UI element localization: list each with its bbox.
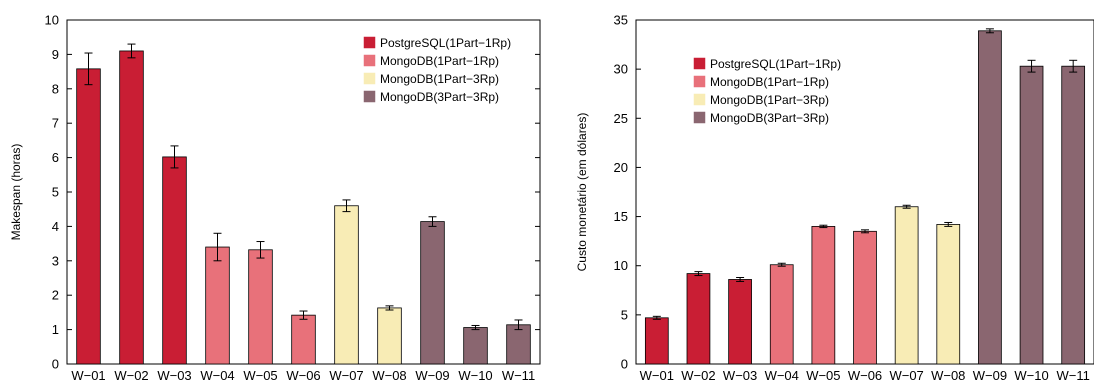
y-tick-label: 3: [52, 253, 59, 268]
bar: [811, 225, 836, 365]
y-tick-label: 20: [614, 160, 628, 175]
bar: [1061, 65, 1086, 365]
x-tick-label: W−10: [1014, 368, 1048, 382]
bar: [463, 327, 488, 365]
cost-chart: 0 5 10 15 20 25 30 35 Custo monetário (em dólare…: [575, 13, 1094, 382]
y-tick-label: 10: [614, 258, 628, 273]
legend-swatch: [363, 54, 376, 67]
bar: [119, 50, 144, 365]
bar: [76, 68, 101, 365]
legend-swatch: [693, 93, 706, 106]
bar: [769, 264, 794, 365]
bar: [894, 206, 919, 365]
bar: [334, 205, 359, 365]
y-tick-label: 10: [45, 13, 59, 28]
y-tick-label: 1: [52, 322, 59, 337]
y-tick-label: 8: [52, 81, 59, 96]
legend-label: MongoDB(3Part−3Rp): [380, 90, 499, 104]
bar: [1019, 65, 1044, 365]
x-tick-label: W−07: [329, 368, 363, 382]
y-tick-label: 25: [614, 111, 628, 126]
y-tick-label: 6: [52, 150, 59, 165]
bar: [291, 314, 316, 365]
legend-swatch: [693, 111, 706, 124]
bar: [853, 230, 877, 365]
y-tick-label: 5: [621, 307, 628, 322]
y-tick-label: 9: [52, 47, 59, 62]
x-tick-label: W−01: [640, 368, 674, 382]
legend-label: MongoDB(1Part−3Rp): [710, 93, 829, 107]
bar: [506, 324, 531, 365]
x-tick-label: W−02: [114, 368, 148, 382]
x-tick-label: W−05: [806, 368, 840, 382]
y-tick-label: 0: [52, 357, 59, 372]
legend-swatch: [363, 36, 376, 49]
bar: [205, 246, 230, 365]
bar: [420, 221, 445, 365]
x-tick-label: W−06: [286, 368, 320, 382]
bar: [728, 279, 752, 365]
bar: [162, 156, 187, 365]
bar: [936, 224, 961, 365]
x-tick-label: W−01: [71, 368, 105, 382]
bar: [248, 249, 273, 365]
x-tick-label: W−08: [372, 368, 406, 382]
x-tick-label: W−09: [973, 368, 1007, 382]
x-tick-label: W−05: [243, 368, 277, 382]
x-tick-label: W−04: [200, 368, 234, 382]
x-tick-label: W−06: [848, 368, 882, 382]
x-tick-label: W−08: [931, 368, 965, 382]
x-tick-label: W−03: [723, 368, 757, 382]
makespan-chart: 0 1 2 3 4 5 6 7 8 9 10 Makespan (horas) W−01 W−02 W−03…: [9, 13, 541, 382]
legend-swatch: [693, 57, 706, 70]
x-tick-label: W−10: [458, 368, 492, 382]
y-tick-label: 15: [614, 209, 628, 224]
x-tick-label: W−09: [415, 368, 449, 382]
legend-label: MongoDB(1Part−1Rp): [710, 75, 829, 89]
y-axis-label: Makespan (horas): [9, 144, 23, 241]
legend-label: MongoDB(1Part−3Rp): [380, 72, 499, 86]
x-tick-label: W−11: [502, 368, 535, 382]
legend-label: PostgreSQL(1Part−1Rp): [710, 57, 841, 71]
x-tick-label: W−03: [157, 368, 191, 382]
legend-label: MongoDB(1Part−1Rp): [380, 54, 499, 68]
bar: [686, 273, 711, 365]
y-tick-label: 5: [52, 185, 59, 200]
bar: [978, 30, 1002, 365]
y-axis-label: Custo monetário (em dólares): [575, 113, 589, 272]
y-tick-label: 7: [52, 116, 59, 131]
bar: [644, 317, 669, 365]
x-tick-label: W−02: [681, 368, 715, 382]
bar: [377, 307, 402, 365]
y-tick-label: 4: [52, 219, 59, 234]
y-tick-label: 30: [614, 62, 628, 77]
x-tick-label: W−04: [765, 368, 799, 382]
y-tick-label: 35: [614, 13, 628, 28]
legend-swatch: [363, 72, 376, 85]
x-tick-label: W−11: [1057, 368, 1090, 382]
x-tick-label: W−07: [889, 368, 923, 382]
legend-swatch: [363, 90, 376, 103]
legend-swatch: [693, 75, 706, 88]
y-tick-label: 2: [52, 288, 59, 303]
legend-label: PostgreSQL(1Part−1Rp): [380, 36, 511, 50]
legend-label: MongoDB(3Part−3Rp): [710, 111, 829, 125]
y-tick-label: 0: [621, 357, 628, 372]
